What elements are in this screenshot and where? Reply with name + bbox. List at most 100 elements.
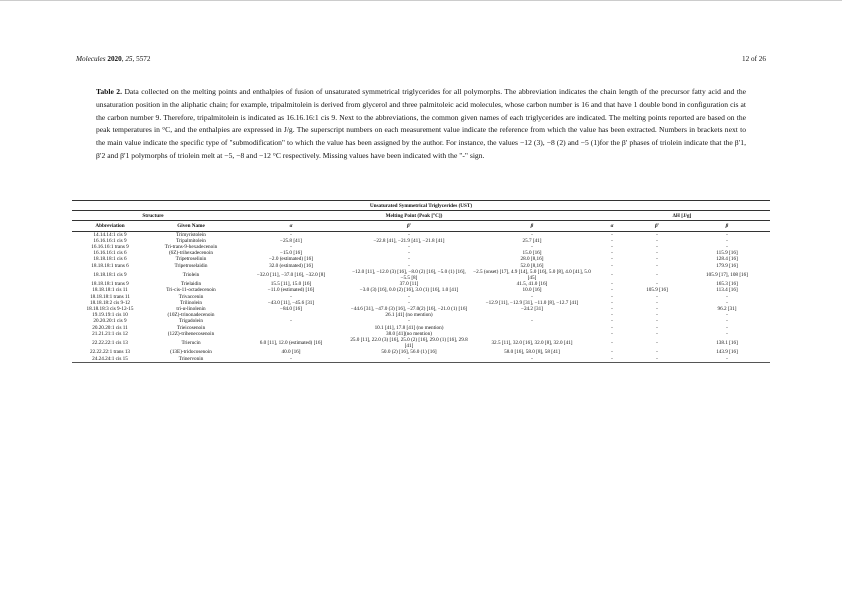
cell-abbreviation: 18.18.18:1 cis 11 (92, 287, 128, 294)
cell-beta-prime-dh: - (656, 324, 658, 331)
cell-beta-dh: - (726, 355, 728, 362)
cell-beta-mp: −12.9 [11], −12.9 [31], −11.0 [8], −12.7… (485, 299, 579, 306)
cell-given-name: (13E)-tridocosenoin (170, 349, 212, 356)
cell-alpha-mp: 15.5 [11], 15.0 [16] (270, 281, 312, 288)
cell-alpha-mp: 32.0 (estimated) [16] (269, 262, 313, 269)
cell-beta-mp: 41.5, 41.0 [16] (516, 281, 548, 288)
journal-year: 2020 (107, 55, 122, 63)
col-alpha-mp: α (289, 222, 293, 229)
cell-beta-mp: 32.5 [11], 32.0 [16], 32.0 [8], 32.0 [41… (491, 340, 573, 347)
caption-label: Table 2. (96, 87, 122, 96)
cell-beta-prime-dh: 105.9 [16] (646, 287, 668, 294)
cell-beta-prime-dh: - (656, 250, 658, 257)
cell-alpha-dh: - (611, 312, 613, 319)
cell-abbreviation: 18.18.18:3 cis 9-12-15 (86, 306, 134, 313)
cell-alpha-dh: - (611, 299, 613, 306)
cell-beta-dh: - (726, 299, 728, 306)
cell-given-name: Triolein (182, 271, 200, 278)
cell-alpha-dh: - (611, 262, 613, 269)
cell-alpha-mp: −32.0 [11], −37.0 [16], −32.0 [8] (256, 271, 326, 278)
col-beta-dh: β (725, 222, 729, 229)
cell-beta-dh: 113.4 [16] (716, 287, 738, 294)
cell-given-name: Trigadolein (178, 318, 204, 325)
cell-beta-prime-mp: 37.0 [11] (399, 281, 419, 288)
table-row: 22.22.22:1 cis 13 Trierucin 6.0 [11], 12.0… (72, 337, 770, 349)
cell-alpha-dh: - (611, 355, 613, 362)
cell-beta-dh: - (726, 330, 728, 337)
cell-alpha-dh: - (611, 293, 613, 300)
cell-beta-prime-mp: 50.0 (2) [16], 56.0 (1) [16] (381, 349, 437, 356)
cell-abbreviation: 18.18.18:1 cis 6 (93, 256, 127, 263)
group-structure: Structure (142, 212, 164, 219)
cell-alpha-mp: −84.0 [16] (280, 306, 302, 313)
cell-alpha-mp: −2.0 (estimated) [16] (269, 256, 313, 263)
cell-beta-mp: −2.5 (onset) [17], 4.9 [14], 5.0 [16], 5… (473, 268, 591, 282)
table-title: Unsaturated Symmetrical Triglycerides (U… (369, 202, 473, 209)
cell-given-name: Trielaidin (180, 281, 202, 288)
cell-given-name: Tri-cis-11-octadecenoin (166, 287, 216, 294)
cell-beta-prime-mp: - (408, 250, 410, 257)
cell-beta-mp: −24.2 [31] (521, 306, 543, 313)
cell-beta-prime-mp: −44.6 [31], −47.0 (3) [16], −27.0(2) [16… (350, 306, 468, 313)
cell-beta-dh: - (726, 237, 728, 244)
cell-beta-mp: 58.0 [16], 58.0 [8], 58 [41] (504, 349, 560, 356)
cell-beta-dh: 179.9 [16] (716, 262, 738, 269)
cell-alpha-mp: - (290, 355, 292, 362)
cell-alpha-dh: - (611, 287, 613, 294)
table-row: 18.18.18:1 trans 11 Trivaccenin - - - - - - (72, 294, 770, 300)
cell-beta-mp: 25.7 [41] (522, 237, 542, 244)
cell-alpha-dh: - (611, 324, 613, 331)
cell-abbreviation: 14.14.14:1 cis 9 (93, 231, 127, 238)
cell-beta-prime-mp: - (408, 262, 410, 269)
cell-beta-prime-mp: −12.0 [11], −12.0 (3) [16], −8.0 (2) [16… (352, 268, 466, 282)
table-body: 14.14.14:1 cis 9 Trimyristolein - - - - - -16.1… (72, 231, 770, 363)
cell-beta-prime-dh: - (656, 231, 658, 238)
table-row: 18.18.18:1 trans 6 Tripetroselaidin 32.0 (… (72, 263, 770, 269)
cell-alpha-dh: - (611, 237, 613, 244)
cell-abbreviation: 19.19.19:1 cis 10 (92, 312, 128, 319)
cell-beta-prime-mp: - (408, 318, 410, 325)
cell-beta-mp: - (531, 355, 533, 362)
cell-beta-prime-dh: - (656, 237, 658, 244)
cell-beta-dh: - (726, 293, 728, 300)
cell-beta-prime-mp: - (408, 244, 410, 251)
table-row: 16.16.16:1 cis 9 Tripalmitolein −25.8 [41]… (72, 238, 770, 244)
cell-given-name: Trieicosenoin (176, 324, 206, 331)
cell-beta-prime-dh: - (656, 262, 658, 269)
group-enthalpy: ΔH [J/g] (672, 212, 692, 219)
cell-abbreviation: 18.18.18:1 cis 9 (93, 271, 127, 278)
cell-beta-prime-mp: −3.0 (3) [16], 0.0 (2) [16], 3.0 (1) [16… (359, 287, 459, 294)
cell-alpha-mp: - (290, 318, 292, 325)
page-top-border (0, 0, 842, 1)
cell-beta-mp: 28.0 [8,16] (520, 256, 544, 263)
cell-given-name: Trimyristolein (176, 231, 206, 238)
table-row: 16.16.16:1 trans 9 Tri-trans-9-hexadeceno… (72, 244, 770, 250)
cell-alpha-mp: −11.0 (estimated) [16] (267, 287, 315, 294)
cell-alpha-mp: −43.0 [11], −45.6 [31] (267, 299, 315, 306)
cell-beta-dh: 96.2 [31] (717, 306, 737, 313)
cell-beta-prime-dh: - (656, 330, 658, 337)
cell-abbreviation: 20.20.20:1 cis 11 (92, 324, 128, 331)
cell-abbreviation: 22.22.22:1 trans 13 (89, 349, 131, 356)
cell-beta-prime-mp: 26.1 [41] (no mention) (385, 312, 433, 319)
journal-name: Molecules (76, 55, 106, 63)
table-row: 22.22.22:1 trans 13 (13E)-tridocosenoin 40… (72, 349, 770, 355)
cell-beta-prime-mp: 25.0 [11], 22.0 (3) [16], 25.0 (2) [16],… (350, 337, 468, 350)
cell-abbreviation: 24.24.24:1 cis 15 (92, 355, 128, 362)
cell-given-name: Tripetroselaidin (174, 262, 208, 269)
cell-beta-mp: - (531, 293, 533, 300)
table-row: 20.20.20:1 cis 9 Trigadolein - - - - - - (72, 318, 770, 324)
cell-alpha-dh: - (611, 318, 613, 325)
cell-beta-dh: - (726, 312, 728, 319)
cell-beta-prime-mp: - (408, 299, 410, 306)
cell-alpha-mp: - (290, 231, 292, 238)
cell-beta-dh: 115.9 [16] (716, 250, 738, 257)
cell-beta-dh: - (726, 244, 728, 251)
cell-abbreviation: 22.22.22:1 cis 13 (92, 340, 128, 347)
table-row: 21.21.21:1 cis 12 (12Z)-trihenecosenoin 38… (72, 331, 770, 337)
cell-beta-prime-dh: - (656, 293, 658, 300)
cell-beta-dh: - (726, 324, 728, 331)
cell-beta-prime-dh: - (656, 299, 658, 306)
cell-abbreviation: 18.18.18:2 cis 9-12 (89, 299, 131, 306)
cell-abbreviation: 16.16.16:1 cis 9 (93, 237, 127, 244)
